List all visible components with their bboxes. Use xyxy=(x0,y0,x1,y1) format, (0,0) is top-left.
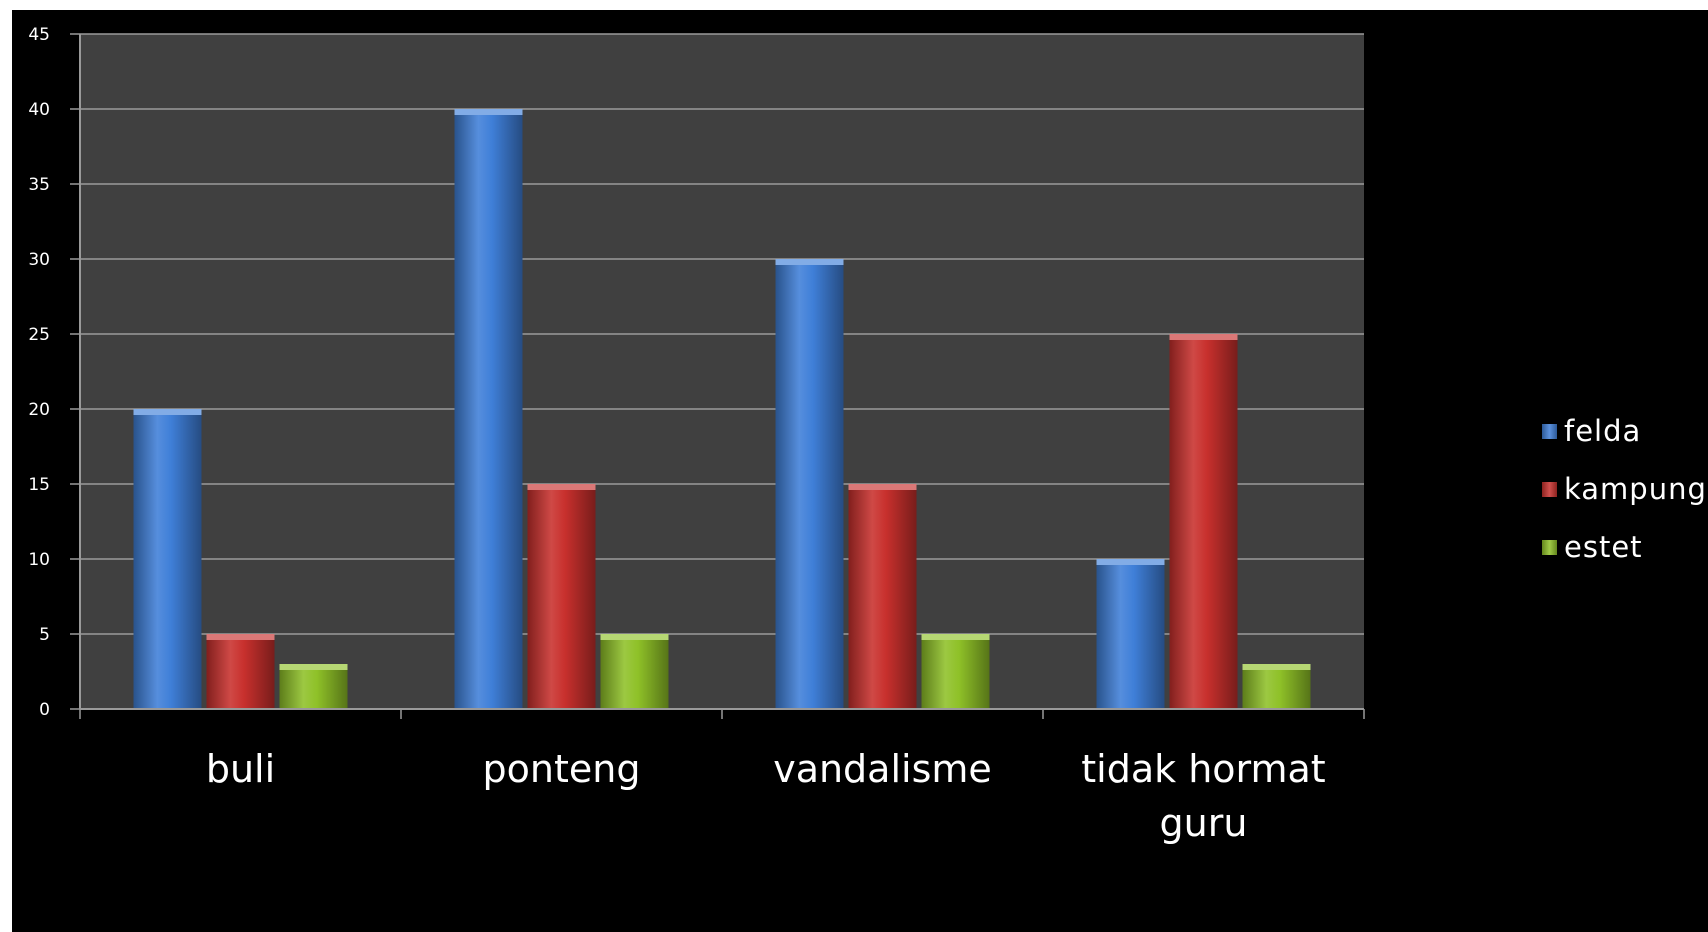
legend-label-kampung: kampung xyxy=(1564,472,1707,506)
y-tick-label: 5 xyxy=(39,625,50,645)
legend-label-felda: felda xyxy=(1564,414,1642,448)
y-tick-label: 25 xyxy=(28,325,50,345)
y-tick-label: 15 xyxy=(28,475,50,495)
bar-kampung-1 xyxy=(527,484,596,709)
x-tick-label: guru xyxy=(1160,801,1248,845)
axes xyxy=(70,33,1365,719)
bar-top-kampung-1 xyxy=(527,484,596,490)
legend-item-kampung: kampung xyxy=(1542,460,1707,518)
x-tick-label: buli xyxy=(206,747,275,791)
bar-kampung-2 xyxy=(848,484,917,709)
bar-estet-0 xyxy=(279,664,348,709)
legend-item-estet: estet xyxy=(1542,518,1707,576)
bar-top-estet-1 xyxy=(600,634,669,640)
x-tick-label: vandalisme xyxy=(773,747,992,791)
bar-estet-1 xyxy=(600,634,669,709)
x-tick-label: tidak hormat xyxy=(1081,747,1325,791)
legend-swatch-felda xyxy=(1542,423,1557,439)
y-tick-label: 20 xyxy=(28,400,50,420)
chart-frame: 0 5 10 15 20 25 30 35 40 45 buli ponteng vandalisme t… xyxy=(12,10,1708,932)
y-tick-label: 35 xyxy=(28,175,50,195)
tick-labels: 0 5 10 15 20 25 30 35 40 45 buli ponteng vandalisme t… xyxy=(28,25,1325,845)
bar-top-estet-0 xyxy=(279,664,348,670)
y-tick-label: 0 xyxy=(39,700,50,720)
bar-kampung-0 xyxy=(206,634,275,709)
bar-kampung-3 xyxy=(1169,334,1238,709)
bar-top-felda-2 xyxy=(775,259,844,265)
legend-swatch-kampung xyxy=(1542,481,1557,497)
bar-top-felda-1 xyxy=(454,109,523,115)
bar-top-felda-0 xyxy=(133,409,202,415)
bar-felda-1 xyxy=(454,109,523,709)
legend-item-felda: felda xyxy=(1542,402,1707,460)
bar-felda-3 xyxy=(1096,559,1165,709)
y-tick-label: 45 xyxy=(28,25,50,45)
bar-top-kampung-2 xyxy=(848,484,917,490)
bar-felda-0 xyxy=(133,409,202,709)
bar-top-estet-3 xyxy=(1242,664,1311,670)
bar-estet-3 xyxy=(1242,664,1311,709)
x-tick-label: ponteng xyxy=(483,747,641,791)
bar-top-felda-3 xyxy=(1096,559,1165,565)
gridlines xyxy=(80,33,1364,635)
bar-top-kampung-3 xyxy=(1169,334,1238,340)
legend-label-estet: estet xyxy=(1564,530,1643,564)
bar-top-kampung-0 xyxy=(206,634,275,640)
legend-swatch-estet xyxy=(1542,539,1557,555)
bar-chart: 0 5 10 15 20 25 30 35 40 45 buli ponteng vandalisme t… xyxy=(28,25,1365,845)
y-tick-label: 40 xyxy=(28,100,50,120)
y-tick-label: 10 xyxy=(28,550,50,570)
bar-estet-2 xyxy=(921,634,990,709)
bar-top-estet-2 xyxy=(921,634,990,640)
legend: felda kampung estet xyxy=(1542,402,1707,576)
bar-felda-2 xyxy=(775,259,844,709)
bars xyxy=(133,109,1311,709)
y-tick-label: 30 xyxy=(28,250,50,270)
